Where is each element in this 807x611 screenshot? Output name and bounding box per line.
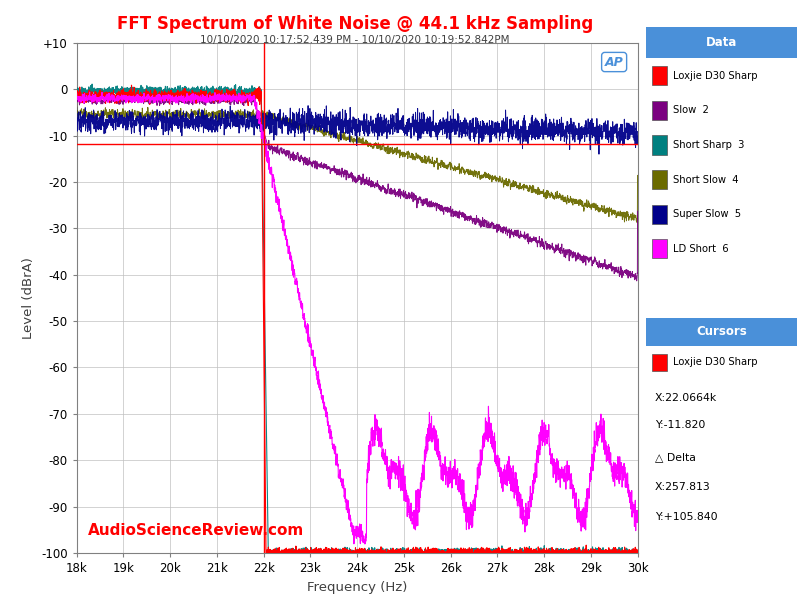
Text: Y:-11.820: Y:-11.820: [654, 420, 705, 430]
Text: △ Delta: △ Delta: [654, 452, 696, 462]
Text: Short Slow  4: Short Slow 4: [673, 175, 738, 185]
Text: Loxjie D30 Sharp: Loxjie D30 Sharp: [673, 357, 758, 367]
Text: LD Short  6: LD Short 6: [673, 244, 729, 254]
Text: X:22.0664k: X:22.0664k: [654, 393, 717, 403]
Bar: [652, 101, 667, 120]
Text: FFT Spectrum of White Noise @ 44.1 kHz Sampling: FFT Spectrum of White Noise @ 44.1 kHz S…: [117, 15, 593, 33]
Text: Cursors: Cursors: [696, 325, 746, 338]
Text: 10/10/2020 10:17:52.439 PM - 10/10/2020 10:19:52.842PM: 10/10/2020 10:17:52.439 PM - 10/10/2020 …: [200, 35, 510, 45]
Text: Super Slow  5: Super Slow 5: [673, 210, 741, 219]
Text: Loxjie D30 Sharp: Loxjie D30 Sharp: [673, 71, 758, 81]
Bar: [652, 205, 667, 224]
Text: Data: Data: [706, 37, 737, 49]
Text: AudioScienceReview.com: AudioScienceReview.com: [88, 522, 304, 538]
Text: AP: AP: [604, 56, 624, 68]
Bar: [646, 27, 797, 58]
Text: Y:+105.840: Y:+105.840: [654, 513, 717, 522]
Text: X:257.813: X:257.813: [654, 482, 710, 492]
Bar: [652, 354, 667, 371]
Bar: [652, 170, 667, 189]
Bar: [652, 239, 667, 258]
Y-axis label: Level (dBrA): Level (dBrA): [23, 257, 36, 339]
X-axis label: Frequency (Hz): Frequency (Hz): [307, 580, 408, 593]
Bar: [652, 66, 667, 85]
Bar: [652, 135, 667, 155]
Text: Short Sharp  3: Short Sharp 3: [673, 140, 744, 150]
Text: Slow  2: Slow 2: [673, 105, 709, 115]
Bar: [646, 318, 797, 346]
